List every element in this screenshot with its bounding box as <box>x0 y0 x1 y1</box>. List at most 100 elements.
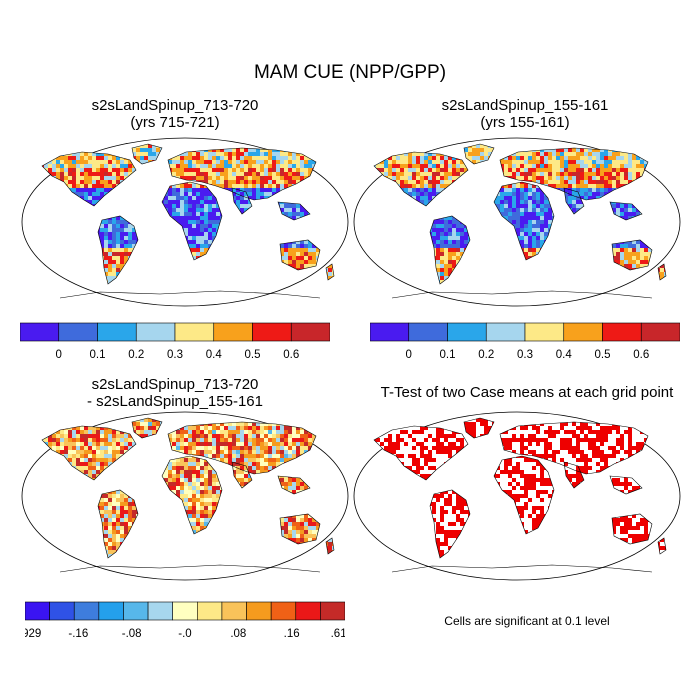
colorbar-swatch <box>97 322 137 342</box>
colorbar-swatch <box>147 601 173 621</box>
coastline <box>279 513 321 545</box>
colorbar-swatch <box>447 322 487 342</box>
coastline-antarctica <box>391 564 653 573</box>
colorbar-tick-label: 0.3 <box>167 349 183 361</box>
coastline <box>563 461 585 489</box>
colorbar-tick-label: .16 <box>284 628 300 640</box>
coastline <box>563 187 585 215</box>
colorbar-swatch <box>135 322 176 342</box>
coastline <box>41 151 137 207</box>
significance-note: Cells are significant at 0.1 level <box>444 614 610 628</box>
colorbar-tick-label: 0.3 <box>517 349 533 361</box>
coastline <box>657 537 667 555</box>
coastline-antarctica <box>59 290 321 299</box>
colorbar-swatch <box>172 601 198 621</box>
coastline <box>161 455 223 535</box>
coastline <box>41 425 137 481</box>
colorbar-swatch <box>123 601 149 621</box>
coastline-antarctica <box>391 290 653 299</box>
colorbar-swatch <box>640 322 680 342</box>
colorbar-tick-label: 0.6 <box>633 349 649 361</box>
panel-title-top-left: s2sLandSpinup_713-720 (yrs 715-721) <box>0 97 350 131</box>
colorbar-swatch <box>174 322 215 342</box>
colorbar-swatch <box>270 601 297 621</box>
panel-title-line: s2sLandSpinup_713-720 <box>91 376 259 393</box>
colorbar-tick-label: 0.5 <box>595 349 611 361</box>
coastline <box>657 263 667 281</box>
coastline <box>499 147 649 201</box>
colorbar-tick-label: -.0 <box>178 628 191 640</box>
figure-title: MAM CUE (NPP/GPP) <box>253 62 447 83</box>
colorbar-swatch <box>320 601 345 621</box>
map-panel-bottom-left <box>21 411 349 581</box>
coastline <box>277 201 311 221</box>
coastline <box>167 147 317 201</box>
colorbar-swatch <box>485 322 526 342</box>
colorbar-top-left: 0 0.1 0.2 0.3 0.4 0.5 0.6 <box>20 322 330 361</box>
coastline <box>279 239 321 271</box>
colorbar-tick-label: 0.4 <box>556 349 573 361</box>
coastline <box>131 417 163 439</box>
colorbar-top-right: 0 0.1 0.2 0.3 0.4 0.5 0.6 <box>370 322 680 361</box>
coastline <box>161 181 223 261</box>
coastline <box>231 461 253 489</box>
map-panel-top-left <box>21 137 349 307</box>
coastline <box>493 181 555 261</box>
coastline <box>611 239 653 271</box>
coastline <box>463 417 495 439</box>
colorbar-tick-label: -.16 <box>68 628 88 640</box>
colorbar-swatch <box>290 322 330 342</box>
colorbar-tick-label: 0.1 <box>440 349 456 361</box>
colorbar-swatch <box>20 322 60 342</box>
coastline <box>429 489 471 559</box>
colorbar-tick-label: 0.1 <box>90 349 106 361</box>
colorbar-swatch <box>408 322 448 342</box>
colorbar-swatch <box>213 322 253 342</box>
colorbar-swatch <box>370 322 410 342</box>
colorbar-tick-label: 0.6 <box>283 349 299 361</box>
coastline-antarctica <box>59 564 321 573</box>
colorbar-tick-label: .08 <box>230 628 246 640</box>
panel-subtitle-line: (yrs 155-161) <box>480 114 570 131</box>
colorbar-tick-label: 0 <box>406 349 412 361</box>
coastline <box>429 215 471 285</box>
panel-title-bottom-left: s2sLandSpinup_713-720 - s2sLandSpinup_15… <box>0 376 350 410</box>
coastline <box>167 421 317 475</box>
colorbar-tick-label: 0.2 <box>478 349 494 361</box>
coastline <box>611 513 653 545</box>
coastline <box>609 201 643 221</box>
coastline <box>131 143 163 165</box>
coastline <box>325 537 335 555</box>
colorbar-swatch <box>49 601 75 621</box>
coastline <box>373 151 469 207</box>
panel-title-line: T-Test of two Case means at each grid po… <box>380 384 674 401</box>
map-panel-bottom-right <box>353 411 681 581</box>
colorbar-swatch <box>295 601 321 621</box>
coastline <box>325 263 335 281</box>
colorbar-swatch <box>563 322 603 342</box>
coastline <box>97 215 139 285</box>
map-panel-top-right <box>353 137 681 307</box>
colorbar-swatch <box>524 322 565 342</box>
coastline <box>609 475 643 495</box>
colorbar-swatch <box>246 601 272 621</box>
colorbar-swatch <box>25 601 50 621</box>
colorbar-swatch <box>221 601 247 621</box>
coastline <box>499 421 649 475</box>
panel-subtitle-line: - s2sLandSpinup_155-161 <box>87 393 263 410</box>
colorbar-swatch <box>73 601 100 621</box>
panel-subtitle-line: (yrs 715-721) <box>130 114 220 131</box>
colorbar-tick-label: 0.5 <box>245 349 261 361</box>
coastline <box>493 455 555 535</box>
colorbar-swatch <box>252 322 292 342</box>
colorbar-swatch <box>197 601 223 621</box>
colorbar-tick-label: 0.4 <box>206 349 223 361</box>
colorbar-tick-label: 0 <box>56 349 62 361</box>
colorbar-swatch <box>58 322 98 342</box>
colorbar-swatch <box>602 322 642 342</box>
panel-title-line: s2sLandSpinup_155-161 <box>441 97 609 114</box>
panel-title-line: s2sLandSpinup_713-720 <box>91 97 259 114</box>
panel-title-top-right: s2sLandSpinup_155-161 (yrs 155-161) <box>350 97 700 131</box>
